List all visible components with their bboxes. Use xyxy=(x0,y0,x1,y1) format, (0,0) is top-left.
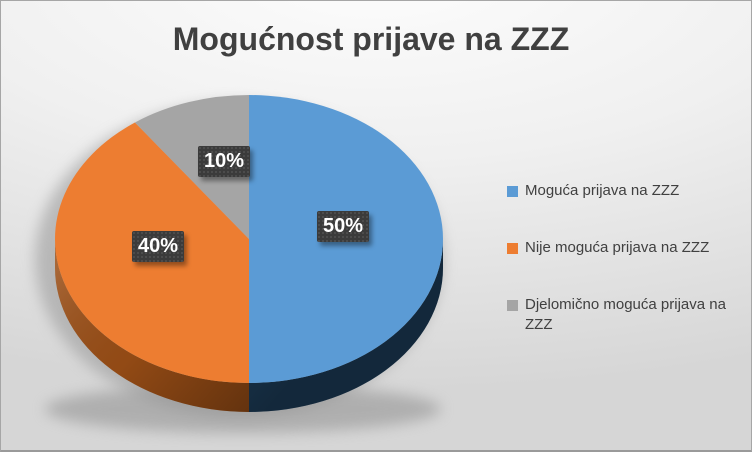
legend-swatch-gray-icon xyxy=(507,300,518,311)
legend-item-djelomicno[interactable]: Djelomično moguća prijava na ZZZ xyxy=(507,295,747,335)
legend-label: Djelomično moguća prijava na ZZZ xyxy=(525,296,726,333)
pie-side-shading xyxy=(55,239,443,412)
legend-swatch-orange-icon xyxy=(507,243,518,254)
legend-item-moguca[interactable]: Moguća prijava na ZZZ xyxy=(507,181,747,201)
legend: Moguća prijava na ZZZ Nije moguća prijav… xyxy=(507,181,747,372)
legend-label: Nije moguća prijava na ZZZ xyxy=(525,239,710,256)
legend-swatch-blue-icon xyxy=(507,186,518,197)
data-label-10[interactable]: 10% xyxy=(198,146,250,177)
legend-label: Moguća prijava na ZZZ xyxy=(525,182,680,199)
data-label-50[interactable]: 50% xyxy=(317,211,369,242)
pie-slice-djelomicno[interactable] xyxy=(134,95,249,239)
chart-title[interactable]: Mogućnost prijave na ZZZ xyxy=(172,21,570,57)
legend-item-nije-moguca[interactable]: Nije moguća prijava na ZZZ xyxy=(507,238,747,258)
data-label-40[interactable]: 40% xyxy=(132,231,184,262)
